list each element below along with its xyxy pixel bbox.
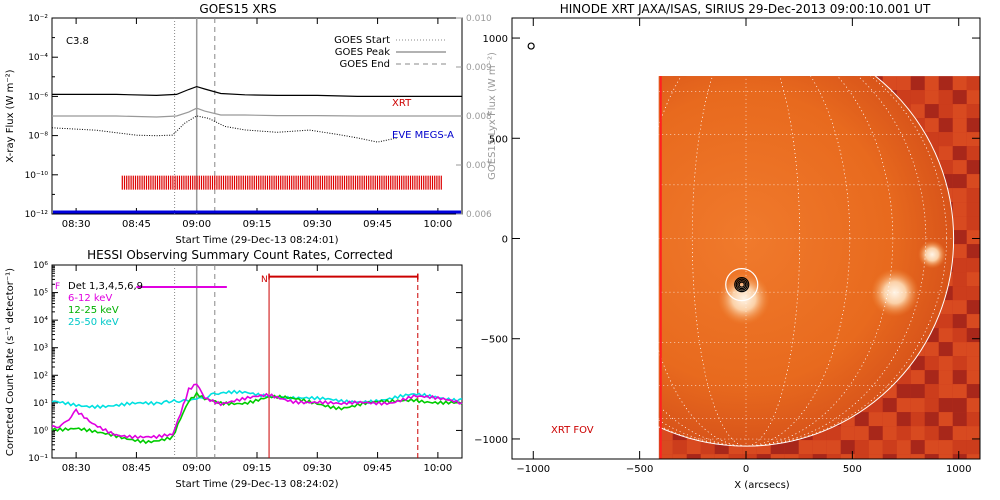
solar-limb xyxy=(658,76,955,447)
xrt-x-tick-label: −1000 xyxy=(516,464,550,475)
goes-x-tick-label: 08:30 xyxy=(62,219,91,230)
flare-class-label: C3.8 xyxy=(66,36,89,47)
hessi-x-tick-label: 09:00 xyxy=(182,463,211,474)
legend-goes-start: GOES Start xyxy=(334,35,390,46)
hessi-6-12-series xyxy=(51,383,463,440)
xrt-fov-label: XRT FOV xyxy=(551,425,594,436)
goes-y-tick-label: 10⁻¹⁰ xyxy=(25,171,49,181)
goes-x-tick-label: 09:45 xyxy=(363,219,392,230)
xrt-series-label: XRT xyxy=(392,98,412,109)
hessi-x-tick-label: 10:00 xyxy=(423,463,452,474)
goes-title: GOES15 XRS xyxy=(199,2,276,16)
hessi-x-tick-label: 09:30 xyxy=(303,463,332,474)
hessi-plot-frame xyxy=(51,264,463,459)
goes-long-channel-series xyxy=(52,85,462,98)
hessi-x-tick-label: 09:45 xyxy=(363,463,392,474)
legend-6-12: 6-12 keV xyxy=(68,293,112,304)
flare-contour xyxy=(738,281,745,288)
goes-y2-tick-label: 0.006 xyxy=(466,210,492,220)
bright-region xyxy=(717,272,770,325)
hessi-x-axis-label: Start Time (29-Dec-13 08:24:02) xyxy=(175,479,338,490)
goes-y-tick-label: 10⁻¹² xyxy=(25,210,49,220)
goes-y2-tick-label: 0.007 xyxy=(466,161,492,171)
xrt-x-axis-label: X (arcsecs) xyxy=(734,480,790,491)
goes-y2-axis-label: GOES15 Lyx Flux (W m⁻²) xyxy=(487,52,498,180)
flare-circle xyxy=(725,268,759,302)
hessi-y-tick-label: 10² xyxy=(33,371,48,381)
xrt-title: HINODE XRT JAXA/ISAS, SIRIUS 29-Dec-2013… xyxy=(560,2,931,16)
hessi-y-tick-label: 10¹ xyxy=(33,399,48,409)
hessi-title: HESSI Observing Summary Count Rates, Cor… xyxy=(87,248,393,262)
hessi-25-50-series xyxy=(51,389,463,410)
xrt-x-tick-label: −500 xyxy=(626,464,653,475)
goes-y-axis-label: X-ray Flux (W m⁻²) xyxy=(5,69,16,162)
xrt-panel: HINODE XRT JAXA/ISAS, SIRIUS 29-Dec-2013… xyxy=(474,2,981,491)
hessi-legend: Det 1,3,4,5,6,9 6-12 keV 12-25 keV 25-50… xyxy=(68,281,143,328)
corner-marker xyxy=(527,42,535,50)
goes-y-tick-label: 10⁻² xyxy=(28,14,48,24)
legend-goes-end: GOES End xyxy=(340,59,390,70)
flare-contour xyxy=(737,280,747,290)
hessi-y-tick-label: 10⁰ xyxy=(33,426,48,436)
xrt-x-tick-label: 500 xyxy=(843,464,862,475)
flag-n: N xyxy=(261,275,268,285)
hessi-y-axis-label: Corrected Count Rate (s⁻¹ detector⁻¹) xyxy=(5,268,16,456)
goes-x-tick-label: 09:00 xyxy=(182,219,211,230)
hessi-x-tick-label: 08:30 xyxy=(62,463,91,474)
xrt-solar-image xyxy=(658,76,980,460)
hessi-y-tick-label: 10⁶ xyxy=(33,261,48,271)
hessi-x-tick-label: 08:45 xyxy=(122,463,151,474)
goes-y-tick-label: 10⁻⁴ xyxy=(28,53,48,63)
xrt-x-tick-label: 1000 xyxy=(946,464,971,475)
goes-x-tick-label: 09:15 xyxy=(243,219,272,230)
flag-f: F xyxy=(55,282,60,292)
goes-y-tick-label: 10⁻⁶ xyxy=(28,92,48,102)
goes-x-axis-label: Start Time (29-Dec-13 08:24:01) xyxy=(175,235,338,246)
xrt-y-tick-label: −1000 xyxy=(474,435,508,446)
bright-region xyxy=(918,240,947,269)
goes-y2-tick-label: 0.009 xyxy=(466,63,492,73)
xrt-x-tick-label: 0 xyxy=(743,464,749,475)
goes-legend: GOES Start GOES Peak GOES End xyxy=(334,35,446,70)
eve-series-label: EVE MEGS-A xyxy=(392,130,454,141)
hessi-y-tick-label: 10⁻¹ xyxy=(28,454,48,464)
goes-x-tick-label: 08:45 xyxy=(122,219,151,230)
hessi-y-tick-label: 10³ xyxy=(33,344,48,354)
legend-det: Det 1,3,4,5,6,9 xyxy=(68,281,143,292)
bright-region xyxy=(870,268,919,317)
goes-short-channel-series xyxy=(51,115,398,143)
flare-contour xyxy=(735,278,748,291)
xrt-y-tick-label: −500 xyxy=(481,335,508,346)
flare-contour xyxy=(734,277,750,293)
xrt-y-tick-label: 500 xyxy=(489,134,508,145)
hessi-x-tick-label: 09:15 xyxy=(243,463,272,474)
hessi-y-tick-label: 10⁴ xyxy=(33,316,48,326)
legend-25-50: 25-50 keV xyxy=(68,317,119,328)
hessi-y-tick-label: 10⁵ xyxy=(33,289,48,299)
hessi-12-25-series xyxy=(51,391,463,445)
goes-y2-tick-label: 0.010 xyxy=(466,14,492,24)
legend-12-25: 12-25 keV xyxy=(68,305,119,316)
goes-y2-tick-label: 0.008 xyxy=(466,112,492,122)
legend-goes-peak: GOES Peak xyxy=(335,47,390,58)
xrt-y-tick-label: 0 xyxy=(502,235,508,246)
goes-x-tick-label: 10:00 xyxy=(423,219,452,230)
hessi-panel: HESSI Observing Summary Count Rates, Cor… xyxy=(5,248,463,490)
goes-lyx-series xyxy=(52,107,462,118)
goes-y-tick-label: 10⁻⁸ xyxy=(28,132,48,142)
goes-panel: GOES15 XRS 10⁻¹² 10⁻¹⁰ 10⁻⁸ 10⁻⁶ 10⁻⁴ 10⁻² 0.… xyxy=(5,2,498,246)
xrt-y-tick-label: 1000 xyxy=(483,34,508,45)
goes-x-tick-label: 09:30 xyxy=(303,219,332,230)
